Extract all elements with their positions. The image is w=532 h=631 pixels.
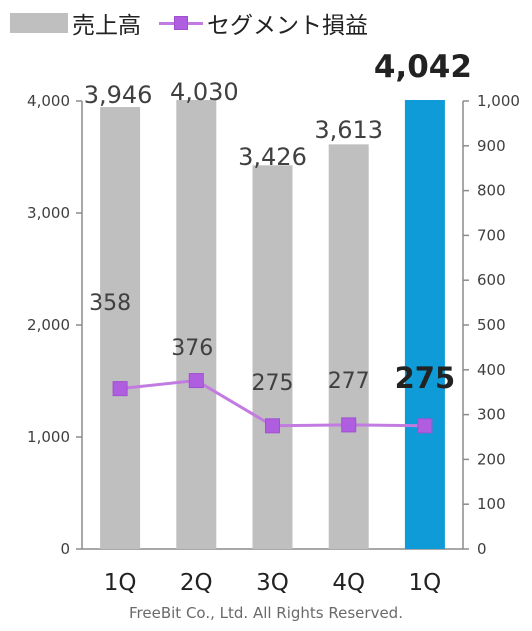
legend-segment-profit-label: セグメント損益: [207, 13, 368, 39]
legend-item-sales: 売上高: [10, 6, 141, 40]
y-left-tick-label: 2,000: [27, 316, 70, 334]
bar-value-label: 4,042: [374, 49, 472, 85]
bar-value-label: 3,426: [238, 143, 307, 171]
chart-legend: 売上高 セグメント損益: [10, 6, 386, 40]
line-point-marker: [112, 381, 128, 397]
bar: [100, 107, 141, 549]
x-category-label: 3Q: [256, 570, 289, 596]
bar: [252, 165, 293, 549]
y-right-tick-label: 500: [477, 316, 506, 334]
y-right-tick-label: 1,000: [477, 92, 520, 110]
line-point-marker: [188, 373, 204, 389]
bar-value-label: 3,946: [84, 81, 153, 109]
x-category-label: 2Q: [180, 570, 213, 596]
x-category-label: 1Q: [104, 570, 137, 596]
legend-line-swatch: [159, 13, 203, 33]
y-right-tick-label: 800: [477, 182, 506, 200]
y-right-tick-label: 900: [477, 137, 506, 155]
bar: [328, 144, 369, 549]
legend-sales-label: 売上高: [72, 13, 141, 39]
legend-bar-swatch: [10, 13, 68, 33]
y-right-tick-label: 200: [477, 450, 506, 468]
line-value-label: 277: [328, 369, 370, 394]
y-right-tick-label: 400: [477, 361, 506, 379]
bar: [176, 100, 217, 549]
y-right-tick-label: 100: [477, 495, 506, 513]
line-value-label: 275: [395, 361, 456, 395]
line-point-marker: [265, 418, 280, 434]
line-point-marker: [417, 418, 433, 434]
y-left-tick-label: 3,000: [27, 204, 70, 222]
y-left-tick-label: 0: [60, 540, 70, 558]
bar-value-label: 3,613: [314, 116, 383, 144]
bar-value-label: 4,030: [170, 78, 239, 106]
y-right-tick-label: 0: [477, 540, 487, 558]
bar: [404, 100, 445, 549]
y-left-tick-label: 1,000: [27, 428, 70, 446]
x-category-label: 4Q: [332, 570, 365, 596]
line-value-label: 275: [252, 371, 294, 396]
line-value-label: 376: [171, 336, 213, 361]
legend-item-segment-profit: セグメント損益: [159, 6, 368, 40]
line-point-marker: [341, 417, 357, 433]
line-value-label: 358: [89, 291, 131, 316]
x-category-label: 1Q: [409, 570, 442, 596]
y-left-tick-label: 4,000: [27, 92, 70, 110]
y-right-tick-label: 700: [477, 226, 506, 244]
y-right-tick-label: 300: [477, 406, 506, 424]
copyright-footer: FreeBit Co., Ltd. All Rights Reserved.: [129, 604, 403, 622]
y-right-tick-label: 600: [477, 271, 506, 289]
